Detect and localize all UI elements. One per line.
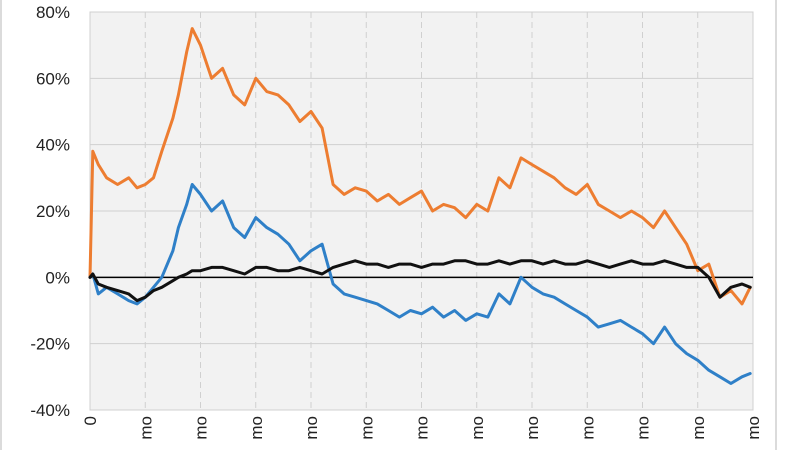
x-tick-label: mo <box>357 416 376 440</box>
y-tick-label: 20% <box>36 202 70 221</box>
x-tick-label: 0 <box>81 416 100 425</box>
series-line-orange <box>88 27 752 306</box>
series-layer <box>88 27 752 385</box>
y-axis-tick-labels: 80% 60% 40% 20% 0% -20% -40% <box>30 3 70 420</box>
x-tick-label: mo <box>689 416 708 440</box>
y-tick-label: -20% <box>30 335 70 354</box>
y-tick-label: 0% <box>45 268 70 287</box>
x-tick-label: mo <box>744 416 763 440</box>
x-tick-label: mo <box>634 416 653 440</box>
x-tick-label: mo <box>468 416 487 440</box>
series-line-blue <box>88 183 752 385</box>
x-axis-tick-labels: 0 mo mo mo mo mo mo mo mo mo mo mo mo <box>81 416 763 440</box>
x-tick-label: mo <box>136 416 155 440</box>
x-tick-label: mo <box>192 416 211 440</box>
y-tick-label: -40% <box>30 401 70 420</box>
x-tick-label: mo <box>247 416 266 440</box>
series-line-black <box>88 259 752 303</box>
x-tick-label: mo <box>523 416 542 440</box>
x-tick-label: mo <box>302 416 321 440</box>
y-tick-label: 80% <box>36 3 70 22</box>
x-tick-label: mo <box>413 416 432 440</box>
x-tick-label: mo <box>578 416 597 440</box>
y-tick-label: 40% <box>36 136 70 155</box>
y-tick-label: 60% <box>36 69 70 88</box>
